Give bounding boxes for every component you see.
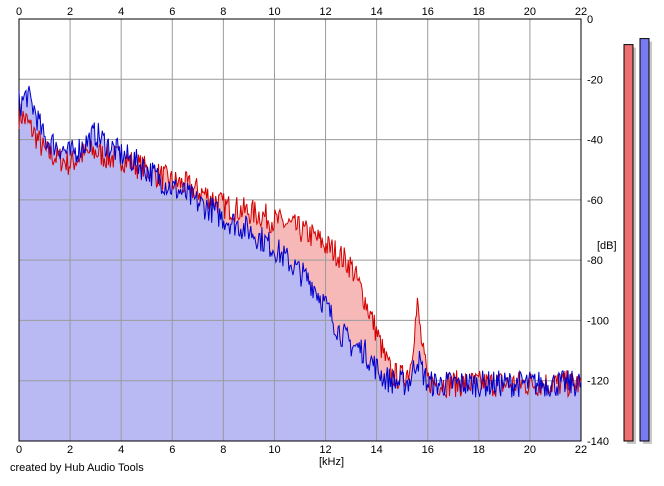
y-tick-label: -40 (587, 135, 603, 147)
x-tick-label-bottom: 18 (473, 444, 485, 456)
x-tick-label-bottom: 22 (575, 444, 587, 456)
x-tick-label-top: 22 (575, 6, 587, 18)
x-tick-label-top: 4 (118, 6, 124, 18)
credit-text: created by Hub Audio Tools (10, 462, 144, 474)
y-tick-label: 0 (587, 14, 593, 26)
y-tick-label: -20 (587, 74, 603, 86)
x-tick-label-top: 6 (169, 6, 175, 18)
x-tick-label-top: 16 (422, 6, 434, 18)
y-tick-label: -80 (587, 255, 603, 267)
left-level-meter (623, 44, 634, 442)
y-axis-unit: [dB] (597, 240, 617, 252)
x-tick-label-top: 10 (268, 6, 280, 18)
x-axis-unit: [kHz] (319, 456, 345, 468)
x-tick-label-top: 8 (220, 6, 226, 18)
x-tick-label-top: 0 (16, 6, 22, 18)
x-tick-label-bottom: 8 (220, 444, 226, 456)
y-tick-label: -120 (587, 376, 609, 388)
x-tick-label-bottom: 2 (67, 444, 73, 456)
x-tick-label-bottom: 6 (169, 444, 175, 456)
series-blue-line (18, 85, 582, 398)
x-tick-label-top: 14 (371, 6, 383, 18)
x-tick-label-top: 20 (524, 6, 536, 18)
x-tick-label-bottom: 20 (524, 444, 536, 456)
x-tick-label-bottom: 14 (371, 444, 383, 456)
y-tick-label: -140 (587, 436, 609, 448)
right-level-meter (639, 38, 650, 442)
x-tick-label-bottom: 0 (16, 444, 22, 456)
x-tick-label-top: 18 (473, 6, 485, 18)
x-tick-label-bottom: 16 (422, 444, 434, 456)
y-tick-label: -100 (587, 315, 609, 327)
series-red-line (18, 103, 582, 399)
x-tick-label-bottom: 4 (118, 444, 124, 456)
y-tick-label: -60 (587, 195, 603, 207)
x-tick-label-bottom: 10 (268, 444, 280, 456)
x-tick-label-bottom: 12 (319, 444, 331, 456)
x-tick-label-top: 2 (67, 6, 73, 18)
x-tick-label-top: 12 (319, 6, 331, 18)
plot-frame (18, 18, 582, 442)
